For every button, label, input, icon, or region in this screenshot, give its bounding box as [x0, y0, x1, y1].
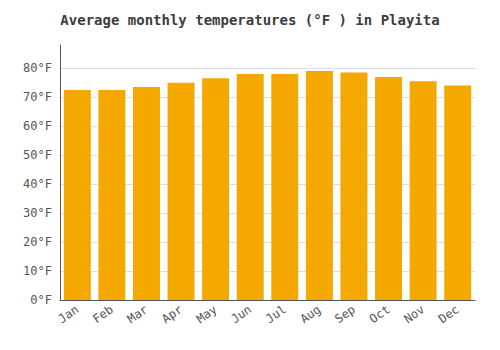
svg-text:Aug: Aug [298, 302, 324, 326]
svg-text:10°F: 10°F [23, 264, 52, 278]
svg-text:May: May [194, 302, 220, 326]
svg-text:Feb: Feb [90, 302, 116, 326]
svg-text:Sep: Sep [332, 302, 358, 326]
svg-text:20°F: 20°F [23, 235, 52, 249]
svg-text:Nov: Nov [401, 302, 427, 326]
svg-text:Mar: Mar [125, 302, 151, 326]
svg-text:Jan: Jan [56, 302, 82, 326]
svg-text:Jun: Jun [228, 302, 254, 326]
svg-text:50°F: 50°F [23, 148, 52, 162]
svg-text:Oct: Oct [367, 302, 393, 326]
svg-text:70°F: 70°F [23, 90, 52, 104]
svg-text:0°F: 0°F [30, 293, 52, 307]
svg-text:80°F: 80°F [23, 61, 52, 75]
svg-text:Jul: Jul [263, 302, 289, 326]
svg-text:30°F: 30°F [23, 206, 52, 220]
svg-text:Apr: Apr [159, 302, 185, 326]
svg-text:Average monthly temperatures (: Average monthly temperatures (°F ) in Pl… [60, 12, 439, 28]
svg-text:60°F: 60°F [23, 119, 52, 133]
svg-text:40°F: 40°F [23, 177, 52, 191]
svg-text:Dec: Dec [436, 302, 462, 326]
